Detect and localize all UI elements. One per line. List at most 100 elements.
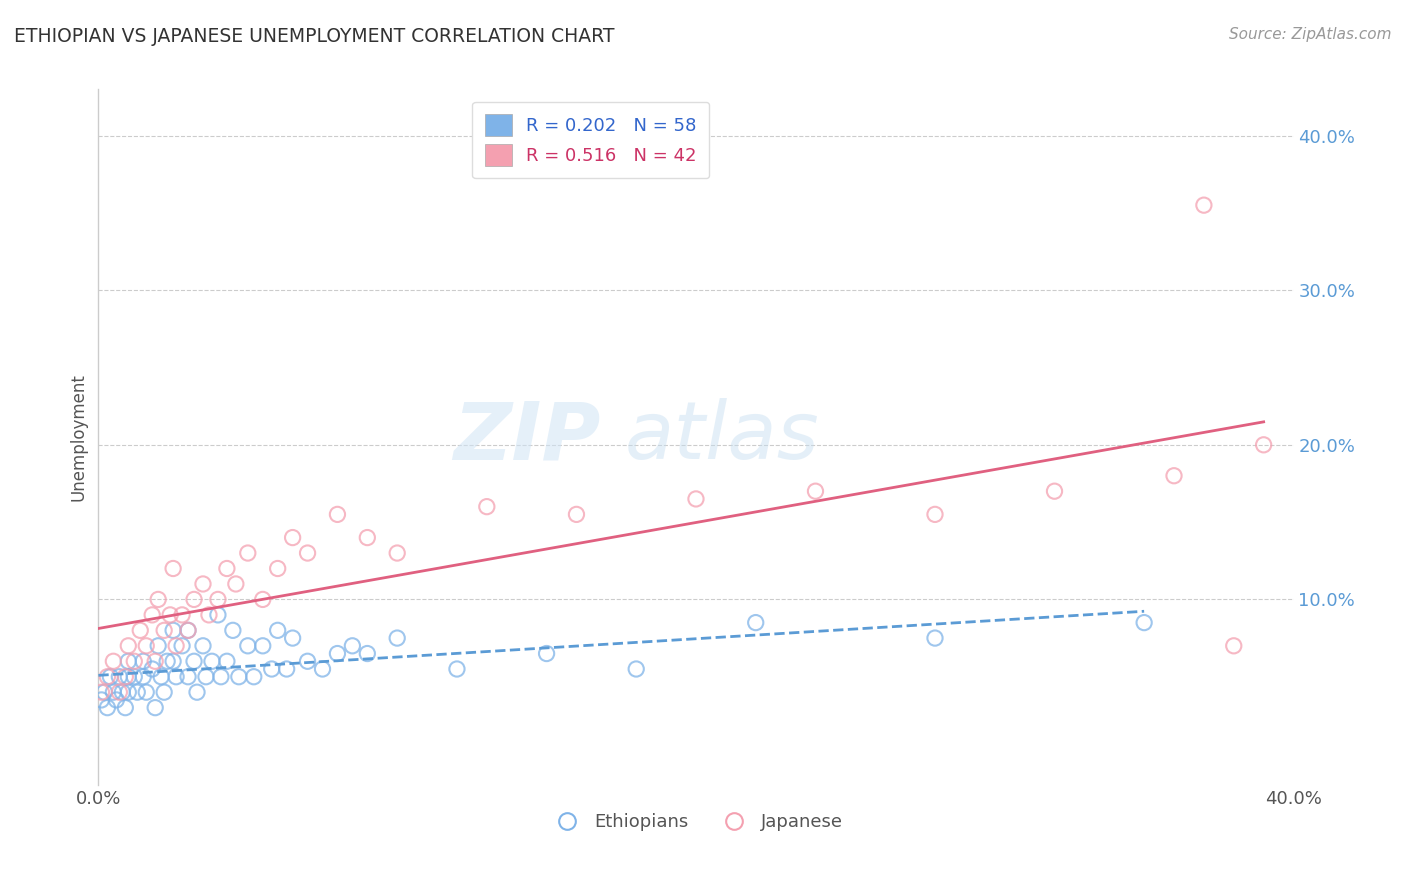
Point (222, 624, 245, 638)
Point (172, 607, 194, 622)
Point (117, 654, 139, 668)
Point (267, 624, 290, 638)
Point (311, 662, 333, 676)
Point (281, 531, 304, 545)
Point (446, 662, 468, 676)
Point (243, 670, 266, 684)
Point (117, 639, 139, 653)
Point (252, 639, 274, 653)
Point (236, 639, 259, 653)
Point (385, 546, 409, 560)
Legend: Ethiopians, Japanese: Ethiopians, Japanese (541, 806, 851, 838)
Point (117, 685, 139, 699)
Point (143, 654, 166, 668)
Point (195, 670, 218, 684)
Point (143, 700, 166, 714)
Point (129, 624, 152, 638)
Text: ETHIOPIAN VS JAPANESE UNEMPLOYMENT CORRELATION CHART: ETHIOPIAN VS JAPANESE UNEMPLOYMENT CORRE… (14, 27, 614, 45)
Point (108, 685, 131, 699)
Point (201, 654, 224, 668)
Point (198, 607, 221, 622)
Point (228, 670, 250, 684)
Point (1223, 639, 1246, 653)
Point (96, 670, 118, 684)
Point (135, 685, 157, 699)
Point (114, 670, 136, 684)
Text: atlas: atlas (624, 398, 820, 476)
Point (209, 670, 232, 684)
Point (924, 508, 946, 522)
Point (148, 592, 170, 607)
Point (267, 561, 290, 575)
Point (804, 484, 827, 499)
Point (191, 639, 214, 653)
Point (536, 647, 558, 661)
Point (124, 670, 146, 684)
Point (385, 631, 409, 645)
Point (183, 592, 205, 607)
Point (132, 670, 155, 684)
Point (135, 639, 157, 653)
Point (98, 670, 122, 684)
Point (207, 607, 229, 622)
Point (191, 577, 214, 591)
Point (297, 546, 319, 560)
Point (215, 561, 238, 575)
Point (105, 693, 128, 707)
Point (745, 615, 768, 630)
Point (236, 546, 259, 560)
Point (1163, 468, 1185, 483)
Point (165, 639, 187, 653)
Point (96, 700, 118, 714)
Point (924, 631, 946, 645)
Point (172, 639, 194, 653)
Point (153, 685, 176, 699)
Point (183, 654, 205, 668)
Point (326, 647, 349, 661)
Point (297, 654, 319, 668)
Point (141, 662, 163, 676)
Point (225, 577, 247, 591)
Point (177, 670, 200, 684)
Point (252, 592, 274, 607)
Point (207, 592, 229, 607)
Point (148, 639, 170, 653)
Y-axis label: Unemployment: Unemployment (69, 373, 87, 501)
Point (186, 685, 208, 699)
Point (111, 685, 134, 699)
Point (260, 662, 283, 676)
Point (117, 670, 139, 684)
Point (141, 607, 163, 622)
Point (475, 500, 498, 514)
Point (1253, 438, 1275, 452)
Point (90, 693, 112, 707)
Point (132, 654, 155, 668)
Point (162, 561, 184, 575)
Point (114, 700, 136, 714)
Point (159, 607, 181, 622)
Point (276, 662, 298, 676)
Point (93, 685, 115, 699)
Point (685, 491, 707, 506)
Point (1133, 615, 1156, 630)
Point (124, 654, 146, 668)
Point (153, 624, 176, 638)
Point (156, 654, 179, 668)
Point (150, 670, 173, 684)
Point (342, 639, 364, 653)
Point (165, 670, 187, 684)
Point (162, 654, 184, 668)
Point (326, 508, 349, 522)
Point (177, 624, 200, 638)
Point (1192, 198, 1215, 212)
Text: Source: ZipAtlas.com: Source: ZipAtlas.com (1229, 27, 1392, 42)
Point (281, 631, 304, 645)
Point (103, 685, 125, 699)
Text: ZIP: ZIP (453, 398, 600, 476)
Point (626, 662, 648, 676)
Point (356, 647, 378, 661)
Point (108, 670, 131, 684)
Point (177, 624, 200, 638)
Point (90, 685, 112, 699)
Point (127, 685, 149, 699)
